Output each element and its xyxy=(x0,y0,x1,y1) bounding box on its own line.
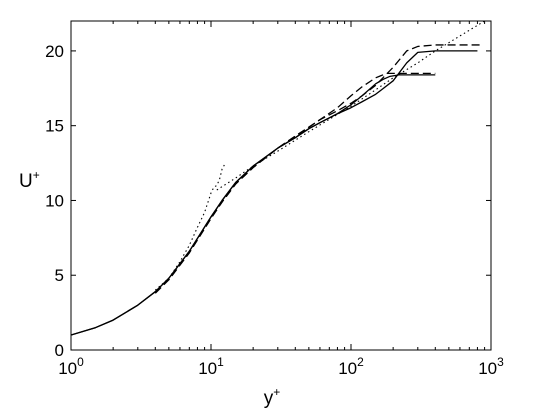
series-line-5-dotted xyxy=(154,164,226,291)
plot-area xyxy=(70,20,492,351)
series-line-2-solid xyxy=(71,50,478,336)
y-tick-label: 10 xyxy=(45,191,64,210)
y-axis-label: U+ xyxy=(19,168,40,192)
x-axis-label: y+ xyxy=(264,385,281,409)
y-tick-label: 0 xyxy=(55,341,64,360)
x-tick-label: 101 xyxy=(198,355,224,378)
tick-labels: 0 5 10 15 20 100 101 102 103 xyxy=(45,42,504,378)
series-line-4-dashed xyxy=(154,44,482,294)
y-tick-label: 20 xyxy=(45,42,64,61)
x-tick-label: 103 xyxy=(478,355,504,378)
series-layer xyxy=(71,21,485,336)
y-tick-label: 15 xyxy=(45,117,64,136)
x-tick-label: 100 xyxy=(58,355,84,378)
x-tick-label: 102 xyxy=(338,355,364,378)
axis-ticks xyxy=(70,21,492,351)
y-tick-label: 5 xyxy=(55,266,64,285)
